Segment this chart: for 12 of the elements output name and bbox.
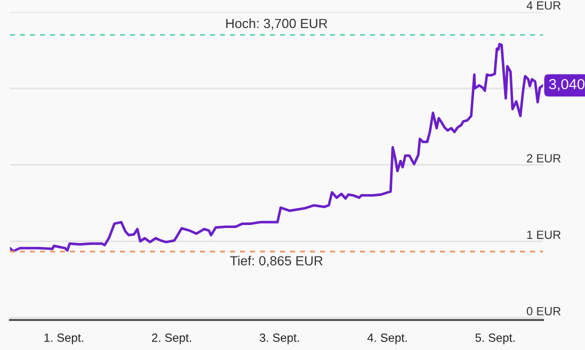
y-tick-label: 4 EUR: [526, 1, 561, 10]
x-tick-label: 4. Sept.: [367, 334, 407, 344]
x-tick-label: 3. Sept.: [260, 334, 299, 344]
y-tick-label: 0 EUR: [526, 307, 561, 316]
ref-line-label: Hoch: 3,700 EUR: [226, 18, 328, 30]
y-tick-label: 1 EUR: [527, 230, 561, 239]
y-tick-label: 2 EUR: [526, 154, 561, 163]
ref-line-label: Tief: 0,865 EUR: [230, 256, 323, 268]
annotation: 3,040: [549, 78, 584, 92]
x-tick-label: 2. Sept.: [152, 334, 192, 344]
x-tick-label: 5. Sept.: [475, 334, 515, 344]
x-tick-label: 1. Sept.: [44, 334, 84, 344]
